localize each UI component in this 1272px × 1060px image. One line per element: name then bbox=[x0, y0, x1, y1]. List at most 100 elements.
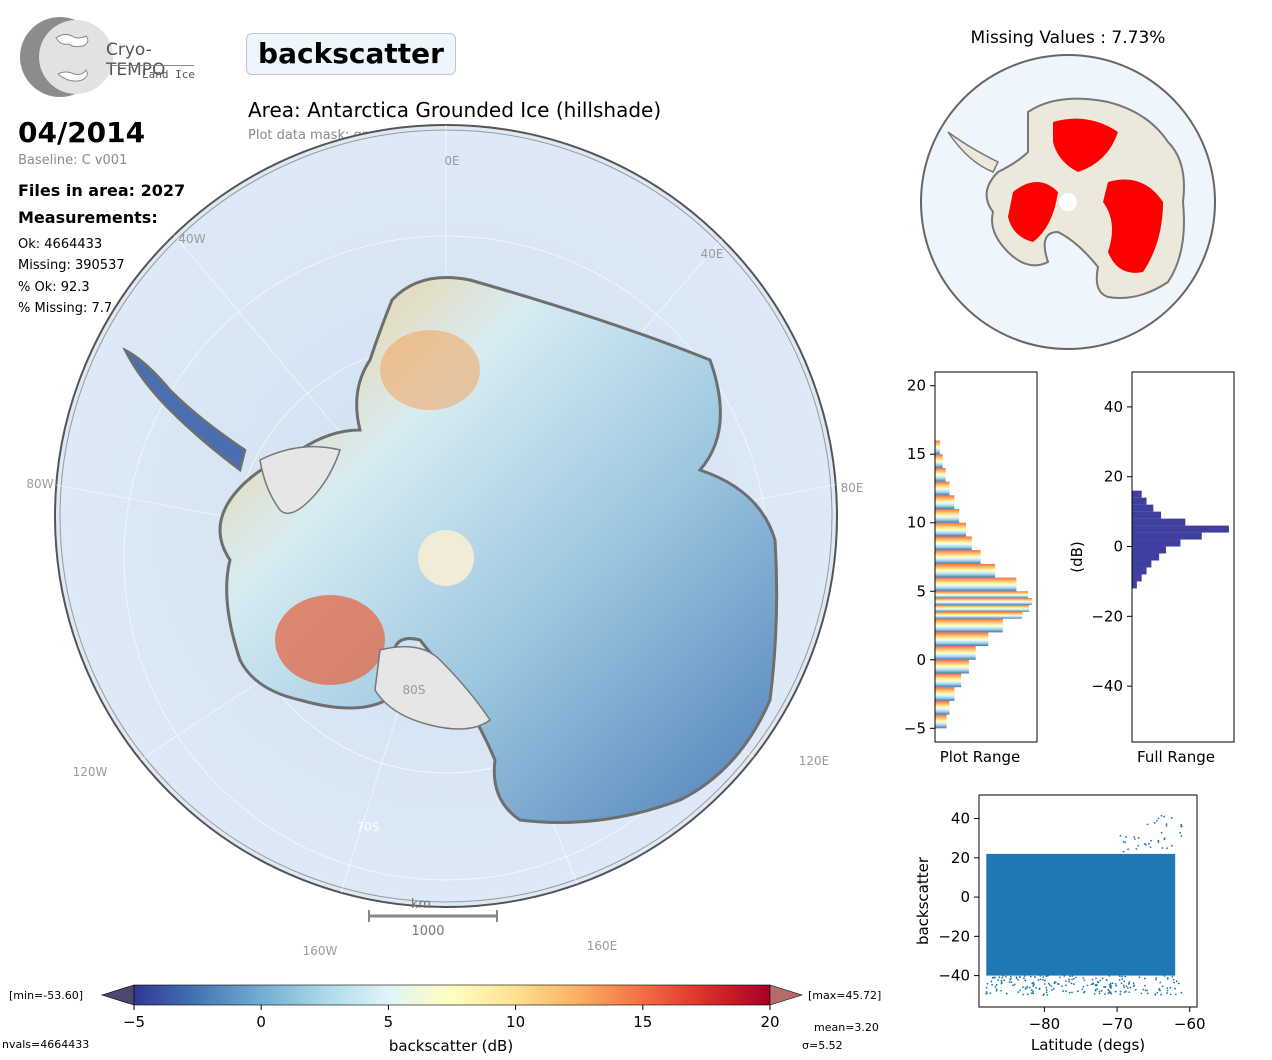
scatter-point bbox=[994, 985, 997, 988]
scatter-point bbox=[1122, 850, 1125, 853]
scatter-point bbox=[1061, 985, 1063, 988]
scatter-point bbox=[1133, 838, 1136, 841]
scatter-point bbox=[1180, 991, 1183, 994]
scatter-point bbox=[1013, 983, 1016, 986]
scatter-point bbox=[1109, 982, 1112, 985]
files-label: Files in area: 2027 bbox=[18, 181, 186, 200]
scatter-point bbox=[1165, 825, 1168, 827]
colorbar-tick-label: 15 bbox=[633, 1013, 652, 1031]
scatter-point bbox=[1039, 978, 1042, 981]
scatter-point bbox=[1001, 976, 1003, 979]
scatter-point bbox=[1119, 990, 1122, 993]
scatter-point bbox=[1023, 977, 1025, 980]
scatter-y-tick-label: 40 bbox=[951, 810, 970, 828]
ronne-ice-shelf bbox=[259, 445, 341, 515]
scatter-point bbox=[1156, 991, 1159, 994]
measurements-label: Measurements: bbox=[18, 208, 158, 227]
scatter-point bbox=[1180, 835, 1183, 837]
colorbar-tick-label: 20 bbox=[760, 1013, 779, 1031]
scatter-point bbox=[1048, 984, 1051, 986]
scatter-point bbox=[1030, 992, 1033, 995]
plot-range-bar bbox=[935, 577, 1017, 592]
scatter-point bbox=[1163, 815, 1166, 818]
scatter-point bbox=[1122, 984, 1125, 987]
logo-divider bbox=[110, 65, 194, 66]
scatter-y-tick-label: 0 bbox=[960, 888, 970, 906]
scatter-point bbox=[1128, 991, 1131, 994]
scatter-point bbox=[1026, 993, 1029, 996]
scatter-point bbox=[1122, 840, 1125, 843]
full-range-tick-label: 40 bbox=[1104, 398, 1123, 416]
scatter-point bbox=[1160, 831, 1163, 834]
lon-label-80e: 80E bbox=[841, 481, 864, 495]
scatter-point bbox=[1003, 979, 1006, 982]
scatter-point bbox=[1108, 975, 1111, 977]
scatter-point bbox=[1015, 977, 1018, 979]
scatter-point bbox=[1109, 984, 1112, 987]
scatter-point bbox=[1134, 988, 1137, 991]
scatter-point bbox=[1022, 986, 1024, 989]
scatter-point bbox=[1029, 975, 1032, 978]
scatter-point bbox=[995, 984, 998, 986]
plot-range-bar bbox=[935, 467, 946, 482]
scatter-point bbox=[998, 976, 1001, 979]
plot-range-tick-label: 5 bbox=[916, 582, 926, 600]
scatter-point bbox=[1082, 977, 1085, 979]
scatter-x-tick-label: −80 bbox=[1029, 1015, 1061, 1033]
scatter-point bbox=[1032, 985, 1035, 987]
full-range-bar bbox=[1132, 539, 1181, 547]
colorbar-min-arrow bbox=[100, 984, 135, 1006]
scatter-point bbox=[1103, 985, 1105, 988]
lat-label-80s: 80S bbox=[403, 683, 426, 697]
colorbar-tick-label: 5 bbox=[384, 1013, 394, 1031]
plot-range-bar bbox=[935, 598, 1032, 605]
scatter-y-tick-label: −20 bbox=[938, 927, 970, 945]
scatter-point bbox=[1042, 994, 1045, 997]
scatter-point bbox=[1127, 848, 1130, 851]
full-range-bar bbox=[1132, 560, 1152, 568]
scatter-xlabel: Latitude (degs) bbox=[1031, 1036, 1145, 1054]
scatter-point bbox=[1125, 836, 1127, 838]
plot-range-bar bbox=[935, 659, 969, 674]
variable-title: backscatter bbox=[258, 37, 444, 70]
scatter-point bbox=[1070, 982, 1073, 985]
lon-label-160e: 160E bbox=[587, 939, 618, 953]
scatter-point bbox=[1045, 989, 1048, 992]
scatter-point bbox=[1032, 992, 1035, 995]
scatter-point bbox=[1043, 983, 1046, 985]
colorbar-bar bbox=[133, 984, 771, 1006]
scatter-point bbox=[1031, 982, 1034, 985]
scatter-point bbox=[1132, 982, 1135, 985]
scatter-point bbox=[1124, 841, 1127, 844]
scatter-point bbox=[1150, 839, 1153, 842]
colorbar-max-label: [max=45.72] bbox=[808, 989, 881, 1002]
plot-range-bar bbox=[935, 673, 962, 688]
scatter-point bbox=[1104, 993, 1106, 996]
full-range-histogram: −40 −20 0 20 40 (dB) Full Range bbox=[1068, 371, 1235, 766]
scatter-point bbox=[1121, 975, 1123, 978]
scatter-point bbox=[1172, 978, 1175, 981]
scatter-point bbox=[1147, 842, 1150, 845]
scatter-point bbox=[1108, 985, 1111, 988]
scatter-point bbox=[1125, 985, 1128, 988]
plot-range-tick-label: 15 bbox=[907, 445, 926, 463]
full-range-bar bbox=[1132, 490, 1142, 498]
scatter-point bbox=[1065, 984, 1068, 987]
scatter-point bbox=[1118, 978, 1121, 981]
scatter-point bbox=[1042, 978, 1044, 981]
scatter-point bbox=[1179, 831, 1182, 834]
full-range-bar bbox=[1132, 497, 1147, 505]
scatter-point bbox=[1047, 982, 1050, 985]
plot-range-tick-label: 0 bbox=[916, 651, 926, 669]
scatter-point bbox=[1005, 975, 1007, 978]
lon-label-160w: 160W bbox=[303, 944, 338, 958]
scatter-point bbox=[1086, 984, 1089, 987]
scatter-point bbox=[1119, 993, 1122, 996]
scatter-point bbox=[1009, 978, 1012, 981]
scatter-point bbox=[1039, 974, 1042, 977]
scatter-point bbox=[1143, 984, 1146, 987]
missing-map bbox=[920, 54, 1216, 350]
scatter-point bbox=[1119, 834, 1122, 837]
plot-range-bar bbox=[935, 700, 950, 715]
plot-range-bar bbox=[935, 454, 943, 468]
